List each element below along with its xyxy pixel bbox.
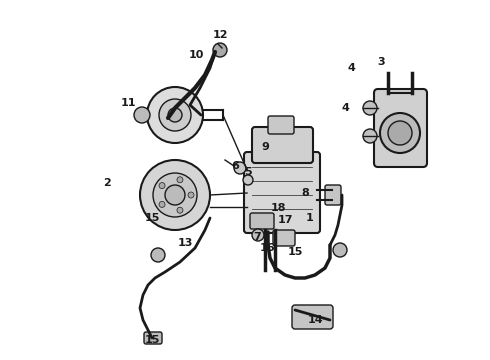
Circle shape	[388, 121, 412, 145]
Circle shape	[213, 43, 227, 57]
FancyBboxPatch shape	[268, 116, 294, 134]
Text: 1: 1	[306, 213, 314, 223]
Circle shape	[159, 201, 165, 207]
FancyBboxPatch shape	[292, 305, 333, 329]
Text: 15: 15	[145, 335, 160, 345]
Text: 4: 4	[347, 63, 355, 73]
Text: 13: 13	[177, 238, 193, 248]
FancyBboxPatch shape	[250, 213, 274, 229]
Text: 11: 11	[120, 98, 136, 108]
Text: 3: 3	[377, 57, 385, 67]
Circle shape	[153, 173, 197, 217]
Circle shape	[159, 183, 165, 189]
Circle shape	[252, 229, 264, 241]
Text: 7: 7	[253, 232, 261, 242]
Text: 12: 12	[212, 30, 228, 40]
Text: 9: 9	[261, 142, 269, 152]
Circle shape	[159, 99, 191, 131]
Text: 18: 18	[270, 203, 286, 213]
Circle shape	[333, 243, 347, 257]
FancyBboxPatch shape	[273, 230, 295, 246]
Text: 15: 15	[287, 247, 303, 257]
Text: 17: 17	[277, 215, 293, 225]
FancyBboxPatch shape	[252, 127, 313, 163]
Circle shape	[134, 107, 150, 123]
Circle shape	[147, 87, 203, 143]
Circle shape	[165, 185, 185, 205]
Circle shape	[151, 248, 165, 262]
Text: 14: 14	[307, 315, 323, 325]
FancyBboxPatch shape	[325, 185, 341, 205]
Text: 2: 2	[103, 178, 111, 188]
Text: 10: 10	[188, 50, 204, 60]
Circle shape	[188, 192, 194, 198]
FancyBboxPatch shape	[374, 89, 427, 167]
Text: 6: 6	[231, 161, 239, 171]
Circle shape	[234, 162, 246, 174]
Text: 16: 16	[259, 243, 275, 253]
Circle shape	[380, 113, 420, 153]
Circle shape	[363, 129, 377, 143]
Circle shape	[177, 177, 183, 183]
Circle shape	[363, 101, 377, 115]
FancyBboxPatch shape	[244, 152, 320, 233]
Circle shape	[168, 108, 182, 122]
Circle shape	[243, 175, 253, 185]
Text: 4: 4	[341, 103, 349, 113]
Circle shape	[140, 160, 210, 230]
Text: 15: 15	[145, 213, 160, 223]
Circle shape	[177, 207, 183, 213]
Text: 8: 8	[301, 188, 309, 198]
FancyBboxPatch shape	[144, 332, 162, 344]
Text: 5: 5	[244, 167, 252, 177]
